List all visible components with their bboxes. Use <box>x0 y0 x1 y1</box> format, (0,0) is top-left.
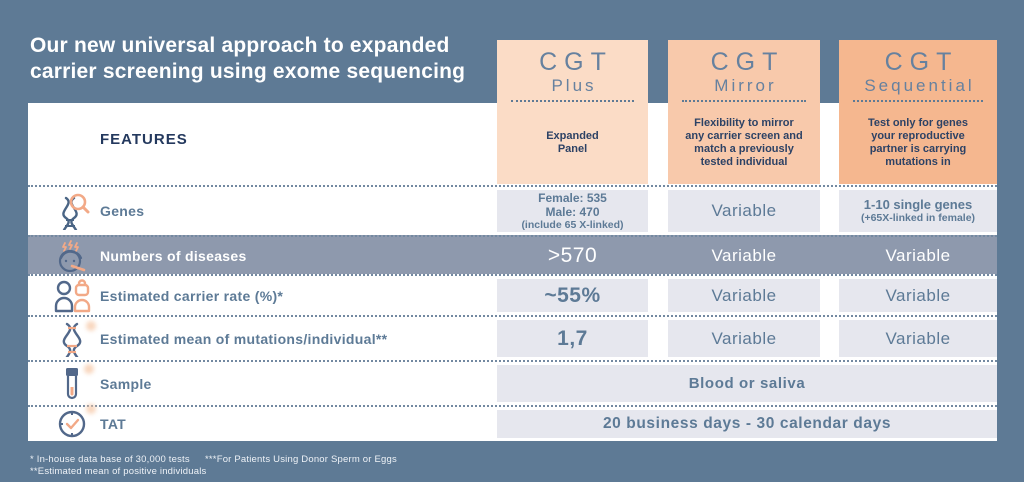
cell-tat-merged: 20 business days - 30 calendar days <box>497 410 997 438</box>
features-header: FEATURES <box>100 131 188 148</box>
cell-diseases-sequential: Variable <box>839 237 997 274</box>
row-label-sample: Sample <box>100 375 152 392</box>
genes-plus-female: Female: 535 <box>538 190 607 205</box>
cgt-sequential-name: Sequential <box>864 76 975 95</box>
row-label-carrier-rate: Estimated carrier rate (%)* <box>100 287 284 304</box>
carrier-mirror-value: Variable <box>711 285 777 305</box>
table-row-genes: Genes Female: 535 Male: 470 (include 65 … <box>28 185 997 235</box>
cell-carrier-mirror: Variable <box>668 279 820 312</box>
cell-sample-merged: Blood or saliva <box>497 365 997 402</box>
test-tube-icon <box>50 363 94 404</box>
diseases-mirror-value: Variable <box>711 245 777 265</box>
cgt-mirror-brand: CGT <box>710 48 785 76</box>
page-title-line2: carrier screening using exome sequencing <box>30 60 466 83</box>
table-row-tat: TAT 20 business days - 30 calendar days <box>28 404 997 444</box>
table-row-carrier-rate: Estimated carrier rate (%)* ~55% Variabl… <box>28 274 997 315</box>
genes-plus-xlinked: (include 65 X-linked) <box>521 218 624 231</box>
dotted-divider <box>853 100 983 102</box>
genes-seq-line2: (+65X-linked in female) <box>860 212 976 224</box>
carrier-plus-value: ~55% <box>544 283 601 307</box>
mean-mirror-value: Variable <box>711 328 777 348</box>
dna-icon <box>50 319 96 359</box>
footnote-inhouse-database: * In-house data base of 30,000 tests <box>30 454 190 465</box>
carrier-seq-value: Variable <box>885 285 951 305</box>
genes-plus-male: Male: 470 <box>545 204 600 219</box>
column-header-cgt-sequential: CGT Sequential Test only for genes your … <box>839 40 997 184</box>
mean-seq-value: Variable <box>885 328 951 348</box>
page-title-line1: Our new universal approach to expanded <box>30 34 450 57</box>
cgt-mirror-name: Mirror <box>714 76 777 95</box>
genes-seq-line1: 1-10 single genes <box>863 197 973 212</box>
tat-value: 20 business days - 30 calendar days <box>602 415 892 432</box>
diseases-seq-value: Variable <box>885 245 951 265</box>
clock-icon <box>50 404 96 444</box>
cgt-sequential-brand: CGT <box>884 48 959 76</box>
carrier-couple-icon <box>50 276 94 316</box>
table-row-diseases: Numbers of diseases >570 Variable Variab… <box>28 235 997 274</box>
cgt-plus-description: Expanded Panel <box>546 130 599 155</box>
cell-mean-sequential: Variable <box>839 320 997 357</box>
dna-magnifier-icon <box>50 191 94 231</box>
mean-plus-value: 1,7 <box>557 326 588 350</box>
cgt-plus-name: Plus <box>551 76 597 95</box>
cell-carrier-plus: ~55% <box>497 279 648 312</box>
cgt-plus-brand: CGT <box>539 48 613 76</box>
dotted-divider <box>510 100 635 102</box>
genes-mirror-value: Variable <box>711 201 777 220</box>
cgt-sequential-description: Test only for genes your reproductive pa… <box>867 117 969 168</box>
column-header-cgt-plus: CGT Plus Expanded Panel <box>497 40 648 184</box>
dotted-divider <box>681 100 807 102</box>
footnote-donor-sperm-eggs: ***For Patients Using Donor Sperm or Egg… <box>205 454 397 465</box>
cell-diseases-mirror: Variable <box>668 237 820 274</box>
column-header-cgt-mirror: CGT Mirror Flexibility to mirror any car… <box>668 40 820 184</box>
cell-carrier-sequential: Variable <box>839 279 997 312</box>
row-label-tat: TAT <box>100 416 127 432</box>
row-label-genes: Genes <box>100 203 145 219</box>
sick-person-icon <box>50 236 94 276</box>
cell-diseases-plus: >570 <box>497 237 648 274</box>
diseases-plus-value: >570 <box>547 243 598 267</box>
cell-mean-plus: 1,7 <box>497 320 648 357</box>
row-label-mutations-mean: Estimated mean of mutations/individual** <box>100 330 388 347</box>
cell-mean-mirror: Variable <box>668 320 820 357</box>
footnote-estimated-mean: **Estimated mean of positive individuals <box>30 466 207 477</box>
table-row-sample: Sample Blood or saliva <box>28 360 997 405</box>
cgt-mirror-description: Flexibility to mirror any carrier screen… <box>685 117 803 168</box>
sample-value: Blood or saliva <box>688 375 806 392</box>
page-title: Our new universal approach to expanded c… <box>30 33 465 85</box>
cell-genes-sequential: 1-10 single genes (+65X-linked in female… <box>839 190 997 232</box>
cell-genes-mirror: Variable <box>668 190 820 232</box>
cell-genes-plus: Female: 535 Male: 470 (include 65 X-link… <box>497 190 648 232</box>
table-row-mutations-mean: Estimated mean of mutations/individual**… <box>28 315 997 360</box>
row-label-diseases: Numbers of diseases <box>100 247 247 264</box>
